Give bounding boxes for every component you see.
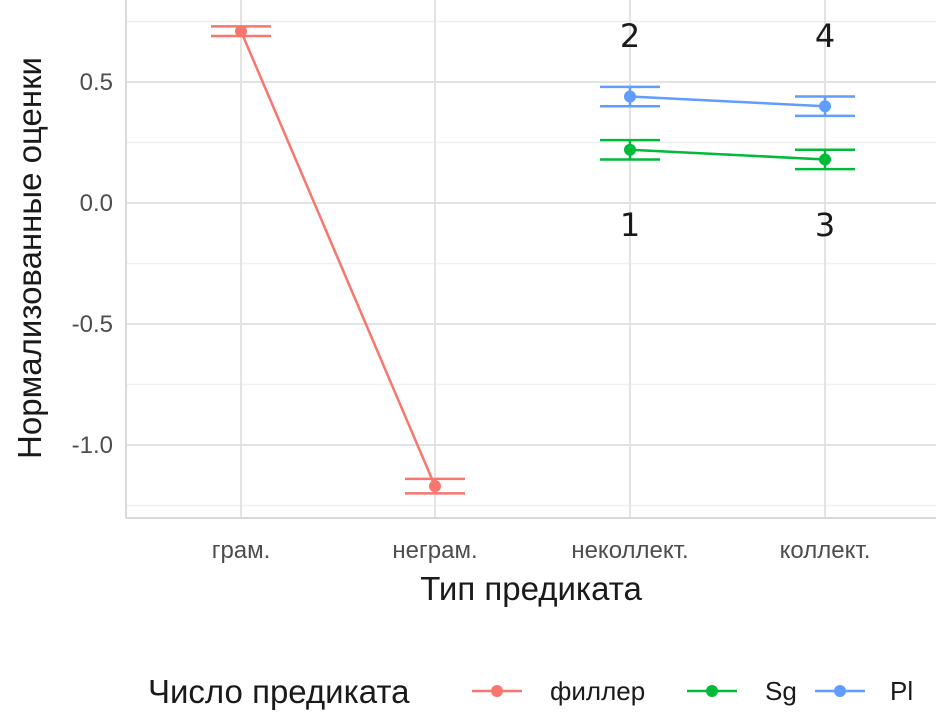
series-line (239, 30, 437, 487)
tick-labels: 0.5 0.0 -0.5 -1.0 грам. неграм. неколлект. колл… (72, 69, 871, 564)
annotations: 2 4 1 3 (620, 17, 835, 244)
legend-items: филлер Sg Pl (472, 676, 913, 706)
x-tick-label: неколлект. (571, 537, 688, 564)
y-axis-title: Нормализованные оценки (11, 57, 48, 459)
legend-label: Pl (890, 676, 913, 706)
y-tick-label: 0.0 (80, 190, 113, 217)
data-point (819, 153, 831, 166)
x-tick-label: коллект. (780, 537, 871, 564)
legend-label: филлер (550, 676, 645, 706)
legend-key-point (491, 685, 503, 697)
x-tick-label: неграм. (392, 537, 477, 564)
data-point (624, 143, 636, 156)
data-point (429, 480, 441, 493)
series-Sg (600, 138, 855, 171)
x-axis-title: Тип предиката (420, 570, 642, 607)
y-tick-label: -1.0 (72, 432, 113, 459)
annotation-label: 1 (620, 206, 640, 244)
panel-background (126, 0, 936, 518)
axes (125, 0, 936, 519)
data-point (819, 100, 831, 113)
series-филлер (211, 25, 465, 495)
legend-label: Sg (765, 676, 797, 706)
legend-key-point (834, 685, 846, 697)
legend-title: Число предиката (148, 673, 410, 710)
y-tick-label: -0.5 (72, 311, 113, 338)
y-tick-label: 0.5 (80, 69, 113, 96)
x-tick-label: грам. (212, 537, 271, 564)
annotation-label: 3 (815, 206, 835, 244)
legend: Число предиката филлер Sg Pl (148, 673, 913, 710)
series-line (629, 148, 826, 161)
series-layer (211, 25, 855, 495)
annotation-label: 4 (815, 17, 835, 55)
series-line (629, 95, 826, 108)
series-Pl (600, 85, 855, 118)
legend-key-point (706, 685, 718, 697)
data-point (235, 25, 247, 38)
annotation-label: 2 (620, 17, 640, 55)
data-point (624, 90, 636, 103)
